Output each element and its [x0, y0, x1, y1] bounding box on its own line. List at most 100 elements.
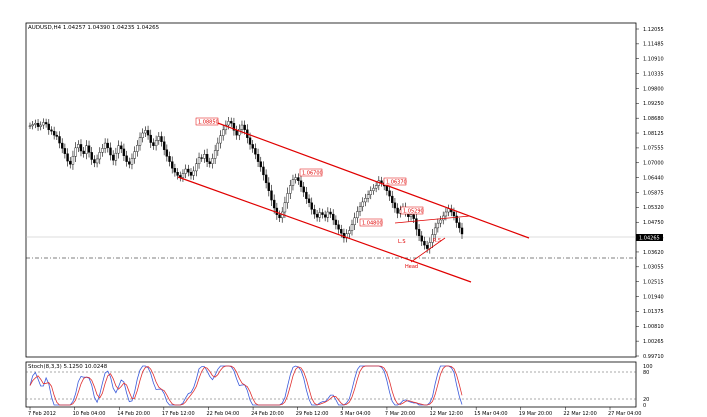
candle-body [42, 122, 45, 126]
time-tick-label: 17 Feb 12:00 [162, 411, 195, 417]
time-tick-label: 12 Mar 12:00 [430, 411, 463, 417]
price-tick-label: 0.99710 [643, 354, 664, 360]
candle-body [444, 211, 448, 217]
candle-body [77, 144, 80, 149]
candle-body [297, 177, 300, 181]
current-price-label: 1.04265 [639, 236, 660, 242]
candle-body [168, 156, 171, 162]
price-tick-label: 1.08680 [643, 116, 664, 122]
candle-body [189, 172, 193, 176]
candle-body [63, 148, 67, 154]
candle-body [138, 137, 142, 146]
candle-body [149, 134, 152, 143]
price-tick-label: 1.09800 [643, 86, 664, 92]
candle-body [391, 195, 394, 203]
time-tick-label: 24 Feb 20:00 [251, 411, 284, 417]
candle-body [50, 129, 53, 132]
time-tick-label: 7 Feb 2012 [28, 411, 56, 417]
candle-body [380, 180, 383, 184]
price-box-2: 1.06700 [299, 168, 323, 177]
candle-body [230, 121, 233, 124]
candle-body [79, 144, 83, 152]
candle-body [28, 125, 32, 127]
time-tick-label: 22 Feb 04:00 [206, 411, 239, 417]
candle-body [340, 229, 343, 234]
candle-body [133, 151, 136, 159]
channel-lower-line [177, 176, 472, 283]
price-box-5-label: 1.04800 [362, 221, 383, 227]
candle-body [302, 186, 305, 193]
candle-body [415, 218, 418, 230]
price-tick-label: 1.02515 [643, 279, 664, 285]
candle-body [173, 168, 177, 173]
candle-body [128, 161, 131, 165]
time-tick-label: 29 Feb 12:00 [296, 411, 329, 417]
candle-body [205, 154, 209, 162]
price-box-1: 1.08850 [195, 117, 219, 126]
candle-body [136, 145, 139, 152]
stoch-level-label: 0 [643, 403, 646, 409]
candle-body [85, 145, 88, 154]
price-tick-label: 1.04750 [643, 220, 664, 226]
price-tick-label: 1.12055 [643, 27, 664, 33]
neckline [394, 215, 471, 224]
label-head: Head [405, 264, 418, 270]
candle-body [74, 147, 77, 157]
candle-body [122, 148, 126, 157]
candle-body [326, 211, 330, 218]
candle-body [270, 190, 273, 201]
candle-body [313, 209, 316, 215]
candle-body [385, 185, 389, 191]
price-box-3: 1.06370 [383, 177, 407, 186]
candle-body [146, 130, 150, 136]
time-tick-label: 27 Mar 04:00 [608, 411, 641, 417]
candle-body [262, 166, 265, 176]
candle-body [152, 142, 155, 146]
candle-body [103, 142, 107, 149]
price-tick-label: 1.00265 [643, 339, 664, 345]
candle-body [224, 124, 228, 131]
candle-body [36, 122, 40, 127]
candle-body [31, 124, 34, 127]
candle-body [307, 198, 311, 203]
candle-body [334, 219, 338, 225]
candle-body [109, 147, 112, 156]
price-box-2-frame [299, 168, 323, 177]
candle-body [388, 190, 391, 197]
candle-body [423, 240, 426, 246]
candle-body [291, 179, 295, 186]
candle-body [238, 129, 241, 136]
candle-body [458, 222, 461, 229]
candle-body [374, 185, 378, 189]
candle-body [283, 202, 287, 213]
price-tick-label: 1.05875 [643, 190, 664, 196]
candle-body [130, 158, 134, 165]
candle-body [369, 190, 372, 195]
price-tick-label: 1.03055 [643, 265, 664, 271]
candle-body [455, 215, 458, 223]
time-tick-label: 5 Mar 04:00 [340, 411, 370, 417]
price-box-2-label: 1.06700 [302, 171, 323, 177]
candle-body [117, 145, 120, 154]
candle-body [192, 170, 195, 176]
price-tick-label: 1.01375 [643, 309, 664, 315]
time-tick-label: 14 Feb 20:00 [117, 411, 150, 417]
candle-body [66, 153, 69, 162]
symbol-header: AUDUSD,H4 1.04257 1.04390 1.04235 1.0426… [28, 25, 160, 31]
candle-body [93, 159, 96, 164]
price-box-4: 1.05290 [400, 206, 424, 215]
candle-body [55, 134, 59, 137]
label-left-shoulder: L.S [398, 239, 406, 245]
candle-body [315, 213, 319, 218]
candle-body [165, 149, 169, 157]
candle-body [353, 217, 356, 225]
candle-body [452, 211, 456, 217]
candle-body [197, 157, 201, 164]
candle-body [243, 124, 246, 131]
candle-body [87, 145, 91, 153]
candle-body [69, 160, 72, 165]
candle-body [95, 158, 99, 164]
candle-body [144, 130, 147, 134]
main-chart-frame [25, 22, 637, 358]
candle-body [240, 124, 244, 130]
